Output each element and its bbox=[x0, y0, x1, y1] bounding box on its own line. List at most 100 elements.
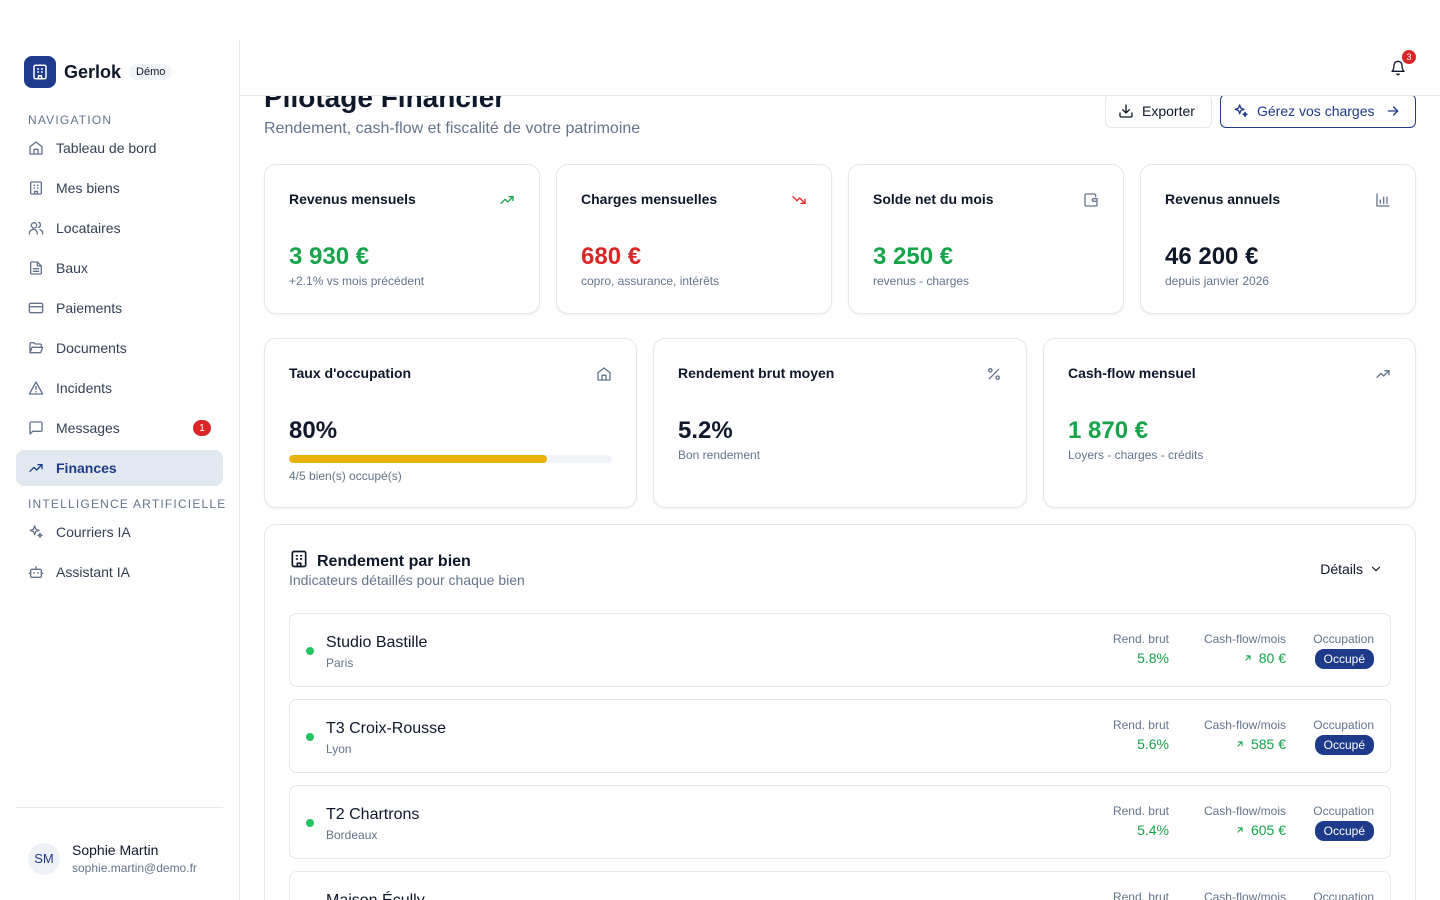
ai-section-label: INTELLIGENCE ARTIFICIELLE bbox=[28, 497, 227, 511]
stat-title: Solde net du mois bbox=[873, 191, 994, 207]
stat-subtext: depuis janvier 2026 bbox=[1165, 274, 1270, 288]
stat-title: Revenus annuels bbox=[1165, 191, 1281, 207]
messages-count-badge: 1 bbox=[193, 420, 211, 436]
sidebar-divider bbox=[16, 807, 223, 808]
status-dot bbox=[306, 819, 314, 827]
sidebar-item-label: Tableau de bord bbox=[56, 140, 157, 156]
export-button[interactable]: Exporter bbox=[1105, 96, 1212, 128]
sidebar-item-ai-assistant[interactable]: Assistant IA bbox=[16, 554, 223, 590]
property-row[interactable]: Maison Écully Rend. brut Cash-flow/mois … bbox=[289, 871, 1391, 900]
sidebar-item-dashboard[interactable]: Tableau de bord bbox=[16, 130, 223, 166]
cashflow-value-wrap: 80 € bbox=[1204, 650, 1286, 666]
message-icon bbox=[28, 420, 44, 436]
stat-subtext: +2.1% vs mois précédent bbox=[289, 274, 425, 288]
arrow-right-icon bbox=[1385, 103, 1401, 119]
stat-card-cashflow: Cash-flow mensuel 1 870 € Loyers - charg… bbox=[1043, 338, 1416, 508]
cashflow-label: Cash-flow/mois bbox=[1203, 632, 1286, 646]
stat-value: 5.2% bbox=[678, 417, 733, 444]
export-label: Exporter bbox=[1142, 103, 1195, 119]
cashflow-value-wrap: 605 € bbox=[1204, 822, 1286, 838]
chevron-down-icon bbox=[1369, 562, 1383, 576]
details-label: Détails bbox=[1320, 561, 1363, 577]
stat-title: Charges mensuelles bbox=[581, 191, 718, 207]
stat-card-occupancy: Taux d'occupation 80% 4/5 bien(s) occupé… bbox=[264, 338, 637, 508]
manage-charges-button[interactable]: Gérez vos charges bbox=[1220, 96, 1416, 128]
trending-up-icon bbox=[499, 192, 515, 208]
gross-yield-value: 5.8% bbox=[1137, 650, 1169, 666]
occupancy-column: Occupation Occupé bbox=[1313, 718, 1374, 755]
stat-value: 46 200 € bbox=[1165, 243, 1259, 270]
gross-yield-column: Rend. brut bbox=[1113, 890, 1169, 900]
trending-up-icon bbox=[1375, 366, 1391, 382]
stat-card-gross-yield: Rendement brut moyen 5.2% Bon rendement bbox=[653, 338, 1027, 508]
property-row[interactable]: T2 Chartrons Bordeaux Rend. brut 5.4% Ca… bbox=[289, 785, 1391, 859]
trending-up-icon bbox=[28, 460, 44, 476]
bot-icon bbox=[28, 564, 44, 580]
sidebar-item-incidents[interactable]: Incidents bbox=[16, 370, 223, 406]
property-row[interactable]: Studio Bastille Paris Rend. brut 5.8% Ca… bbox=[289, 613, 1391, 687]
arrow-up-right-icon bbox=[1243, 653, 1253, 663]
page-title: Pilotage Financier bbox=[264, 96, 506, 113]
sidebar-item-leases[interactable]: Baux bbox=[16, 250, 223, 286]
sidebar-item-label: Baux bbox=[56, 260, 88, 276]
avatar: SM bbox=[28, 842, 60, 875]
download-icon bbox=[1118, 103, 1134, 119]
arrow-up-right-icon bbox=[1235, 825, 1245, 835]
wallet-icon bbox=[1083, 192, 1099, 208]
building-logo-icon bbox=[24, 56, 56, 88]
user-profile[interactable]: SM Sophie Martin sophie.martin@demo.fr bbox=[28, 842, 197, 875]
property-city: Paris bbox=[326, 656, 354, 670]
cashflow-label: Cash-flow/mois bbox=[1203, 890, 1286, 900]
property-name: Maison Écully bbox=[326, 892, 425, 900]
sparkles-icon bbox=[28, 524, 44, 540]
folder-open-icon bbox=[28, 340, 44, 356]
main-content: Pilotage Financier Rendement, cash-flow … bbox=[240, 96, 1440, 900]
cashflow-value-wrap: 585 € bbox=[1204, 736, 1286, 752]
trending-down-icon bbox=[791, 192, 807, 208]
occupancy-column: Occupation Occupé bbox=[1313, 804, 1374, 841]
bell-icon[interactable] bbox=[1390, 60, 1406, 76]
property-city: Lyon bbox=[326, 742, 352, 756]
building-icon bbox=[289, 549, 309, 574]
stat-subtext: 4/5 bien(s) occupé(s) bbox=[289, 469, 402, 483]
stat-card-annual-revenue: Revenus annuels 46 200 € depuis janvier … bbox=[1140, 164, 1416, 314]
stat-card-monthly-revenue: Revenus mensuels 3 930 € +2.1% vs mois p… bbox=[264, 164, 540, 314]
cashflow-value: 585 € bbox=[1250, 736, 1286, 752]
cashflow-column: Cash-flow/mois bbox=[1204, 890, 1286, 900]
occupancy-label: Occupation bbox=[1313, 718, 1374, 732]
occupancy-column: Occupation bbox=[1313, 890, 1374, 900]
credit-card-icon bbox=[28, 300, 44, 316]
stat-title: Cash-flow mensuel bbox=[1068, 365, 1196, 381]
stat-value: 80% bbox=[289, 417, 338, 444]
section-header: Rendement par bien bbox=[289, 549, 471, 574]
sidebar-item-ai-letters[interactable]: Courriers IA bbox=[16, 514, 223, 550]
property-row[interactable]: T3 Croix-Rousse Lyon Rend. brut 5.6% Cas… bbox=[289, 699, 1391, 773]
stat-value: 3 250 € bbox=[873, 243, 954, 270]
brand-name: Gerlok bbox=[64, 61, 122, 82]
sidebar-item-payments[interactable]: Paiements bbox=[16, 290, 223, 326]
stat-card-net-balance: Solde net du mois 3 250 € revenus - char… bbox=[848, 164, 1124, 314]
sidebar-item-label: Courriers IA bbox=[56, 524, 131, 540]
stat-value: 1 870 € bbox=[1068, 417, 1149, 444]
sidebar-item-finances[interactable]: Finances bbox=[16, 450, 223, 486]
cashflow-label: Cash-flow/mois bbox=[1203, 718, 1286, 732]
brand[interactable]: Gerlok Démo bbox=[24, 56, 173, 88]
sidebar-item-properties[interactable]: Mes biens bbox=[16, 170, 223, 206]
sidebar-item-messages[interactable]: Messages 1 bbox=[16, 410, 223, 446]
property-name: T3 Croix-Rousse bbox=[326, 720, 447, 737]
sidebar-item-label: Messages bbox=[56, 420, 120, 436]
user-info: Sophie Martin sophie.martin@demo.fr bbox=[72, 842, 197, 875]
user-email: sophie.martin@demo.fr bbox=[72, 861, 197, 875]
details-dropdown[interactable]: Détails bbox=[1320, 561, 1383, 577]
nav-section-label: NAVIGATION bbox=[28, 113, 113, 127]
users-icon bbox=[28, 220, 44, 236]
sidebar-item-label: Paiements bbox=[56, 300, 123, 316]
cashflow-value: 80 € bbox=[1258, 650, 1286, 666]
sidebar-item-label: Incidents bbox=[56, 380, 113, 396]
sidebar-item-tenants[interactable]: Locataires bbox=[16, 210, 223, 246]
sidebar-item-documents[interactable]: Documents bbox=[16, 330, 223, 366]
status-badge: Occupé bbox=[1314, 649, 1374, 669]
sparkles-icon bbox=[1233, 103, 1249, 119]
building-icon bbox=[28, 180, 44, 196]
